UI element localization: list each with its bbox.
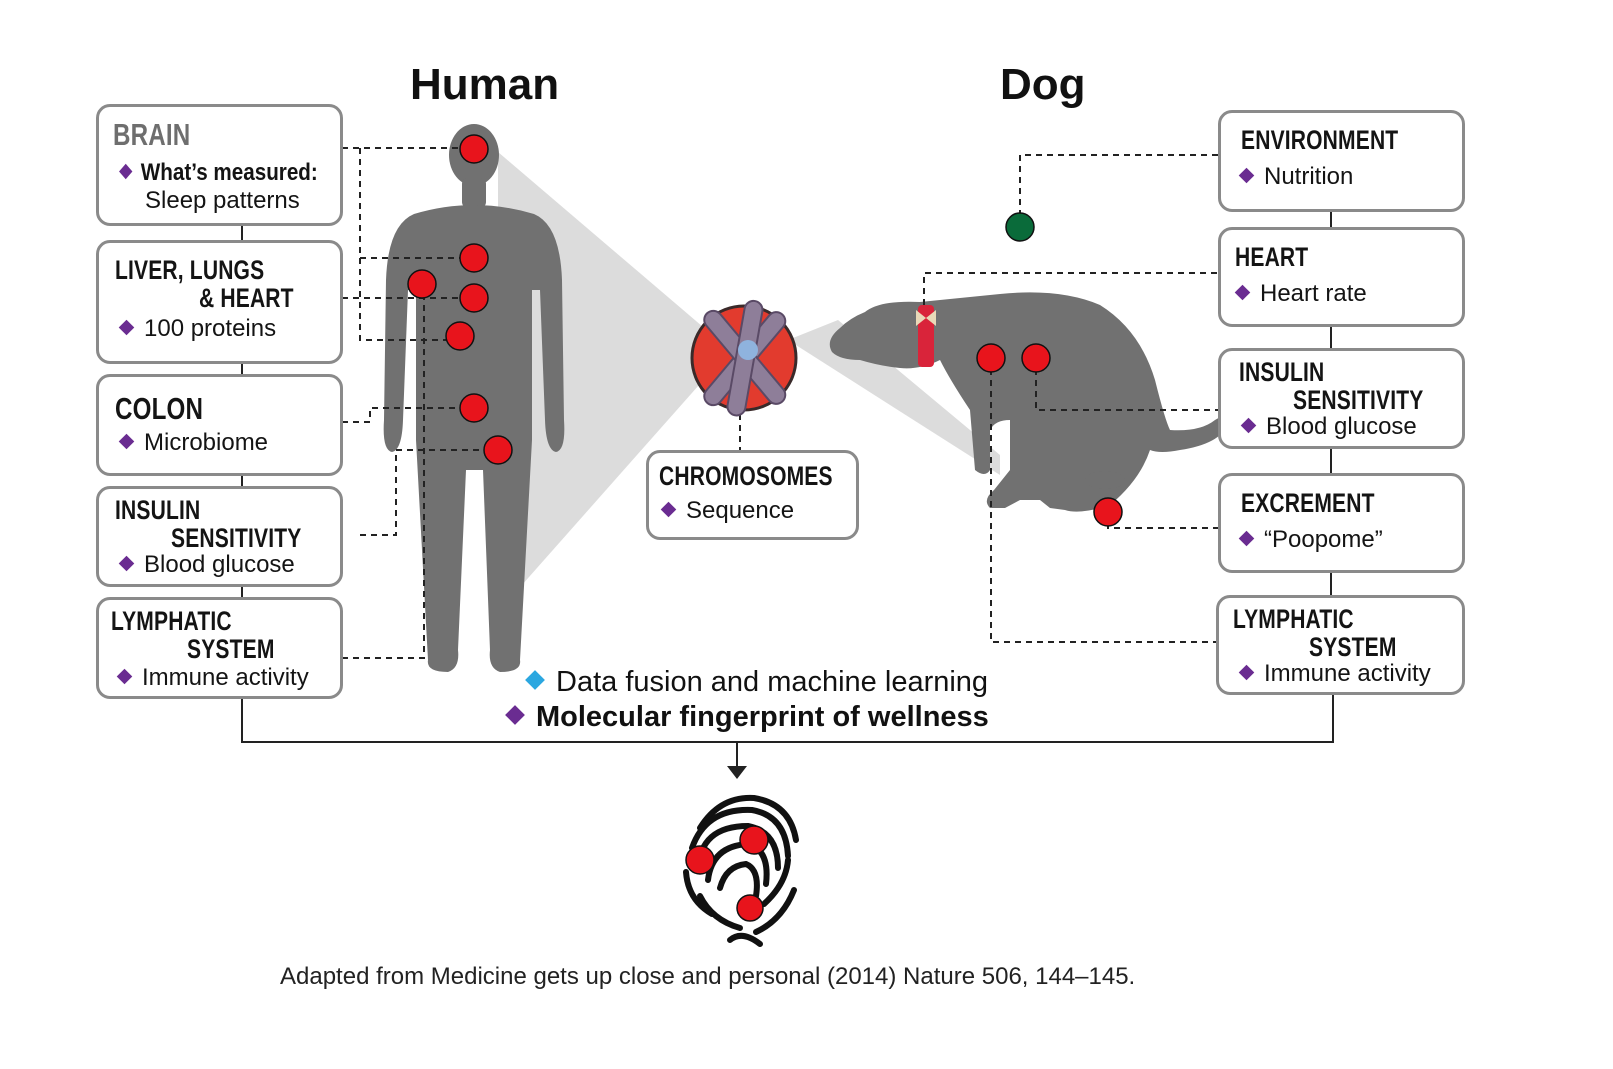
dog-lymph-item: Immune activity (1238, 660, 1431, 688)
marker-dog-environment (1005, 212, 1035, 242)
insulin-title-line1: INSULIN (115, 495, 201, 525)
arrow-head (727, 766, 747, 779)
legend-data-fusion: Data fusion and machine learning (525, 666, 988, 699)
dog-insulin-item: Blood glucose (1240, 413, 1417, 441)
marker-fingerprint-2 (685, 845, 715, 875)
colon-box: COLON Microbiome (96, 374, 343, 476)
environment-title: ENVIRONMENT (1241, 125, 1399, 155)
liver-title-line2: & HEART (199, 283, 294, 313)
bullet-diamond-icon (116, 668, 133, 685)
marker-dog-insulin (1021, 343, 1051, 373)
lymph-title-line1: LYMPHATIC (111, 606, 232, 636)
environment-item: Nutrition (1238, 163, 1353, 191)
brain-item-label: What’s measured: (119, 159, 318, 187)
marker-fingerprint-1 (739, 825, 769, 855)
chromosome-illustration (690, 299, 798, 417)
lymph-title-line2: SYSTEM (187, 634, 275, 664)
marker-human-liver (459, 283, 489, 313)
legend-diamond-purple-icon (505, 705, 525, 725)
leader-lines (342, 147, 1220, 659)
marker-fingerprint-3 (736, 894, 764, 922)
dog-insulin-title-line1: INSULIN (1239, 357, 1325, 387)
dog-lymph-title-line2: SYSTEM (1309, 632, 1397, 662)
bullet-diamond-icon (118, 433, 135, 450)
colon-title: COLON (115, 391, 204, 426)
bullet-diamond-icon (1238, 167, 1255, 184)
brain-item-value: Sleep patterns (145, 187, 300, 214)
chromosomes-title: CHROMOSOMES (659, 461, 833, 491)
marker-human-colon (459, 393, 489, 423)
citation: Adapted from Medicine gets up close and … (280, 963, 1136, 990)
collar-bow (916, 310, 936, 326)
markers (407, 134, 1123, 922)
dog-projection-cone (788, 320, 1000, 475)
marker-human-lungs (459, 243, 489, 273)
human-heading: Human (410, 60, 560, 109)
marker-human-blood (483, 435, 513, 465)
liver-lungs-heart-box: LIVER, LUNGS & HEART 100 proteins (96, 240, 343, 364)
lymphatic-system-box: LYMPHATIC SYSTEM Immune activity (96, 597, 343, 699)
bullet-diamond-icon (1238, 530, 1255, 547)
bullet-diamond-icon (119, 163, 133, 180)
liver-title-line1: LIVER, LUNGS (115, 255, 265, 285)
dog-heading: Dog (1000, 60, 1086, 109)
environment-box: ENVIRONMENT Nutrition (1218, 110, 1465, 212)
insulin-sensitivity-box: INSULIN SENSITIVITY Blood glucose (96, 486, 343, 587)
chromosomes-box: CHROMOSOMES Sequence (646, 450, 859, 540)
bullet-diamond-icon (660, 501, 677, 518)
liver-item: 100 proteins (118, 315, 276, 343)
marker-human-liver2 (445, 321, 475, 351)
excrement-item: “Poopome” (1238, 526, 1383, 554)
marker-human-brain (459, 134, 489, 164)
insulin-item: Blood glucose (118, 551, 295, 579)
bullet-diamond-icon (1240, 417, 1257, 434)
lymph-item: Immune activity (116, 664, 309, 692)
dog-insulin-box: INSULIN SENSITIVITY Blood glucose (1218, 348, 1465, 449)
insulin-title-line2: SENSITIVITY (171, 523, 302, 553)
dog-heart-item: Heart rate (1234, 280, 1367, 308)
legend-fingerprint: Molecular fingerprint of wellness (505, 701, 989, 734)
dog-heart-title: HEART (1235, 242, 1309, 272)
connector-lines (241, 212, 1334, 770)
dog-lymph-title-line1: LYMPHATIC (1233, 604, 1354, 634)
dog-lymph-box: LYMPHATIC SYSTEM Immune activity (1216, 595, 1465, 695)
legend-diamond-blue-icon (525, 670, 545, 690)
bullet-diamond-icon (1234, 284, 1251, 301)
excrement-box: EXCREMENT “Poopome” (1218, 473, 1465, 573)
marker-dog-excrement (1093, 497, 1123, 527)
bullet-diamond-icon (1238, 664, 1255, 681)
brain-title: BRAIN (113, 117, 191, 152)
marker-human-heart (407, 269, 437, 299)
marker-dog-lymph (976, 343, 1006, 373)
dog-insulin-title-line2: SENSITIVITY (1293, 385, 1424, 415)
dog-heart-box: HEART Heart rate (1218, 227, 1465, 327)
excrement-title: EXCREMENT (1241, 488, 1375, 518)
brain-box: BRAIN What’s measured: Sleep patterns (96, 104, 343, 226)
chromosomes-item: Sequence (660, 497, 794, 525)
bullet-diamond-icon (118, 319, 135, 336)
colon-item: Microbiome (118, 429, 268, 457)
bullet-diamond-icon (118, 555, 135, 572)
